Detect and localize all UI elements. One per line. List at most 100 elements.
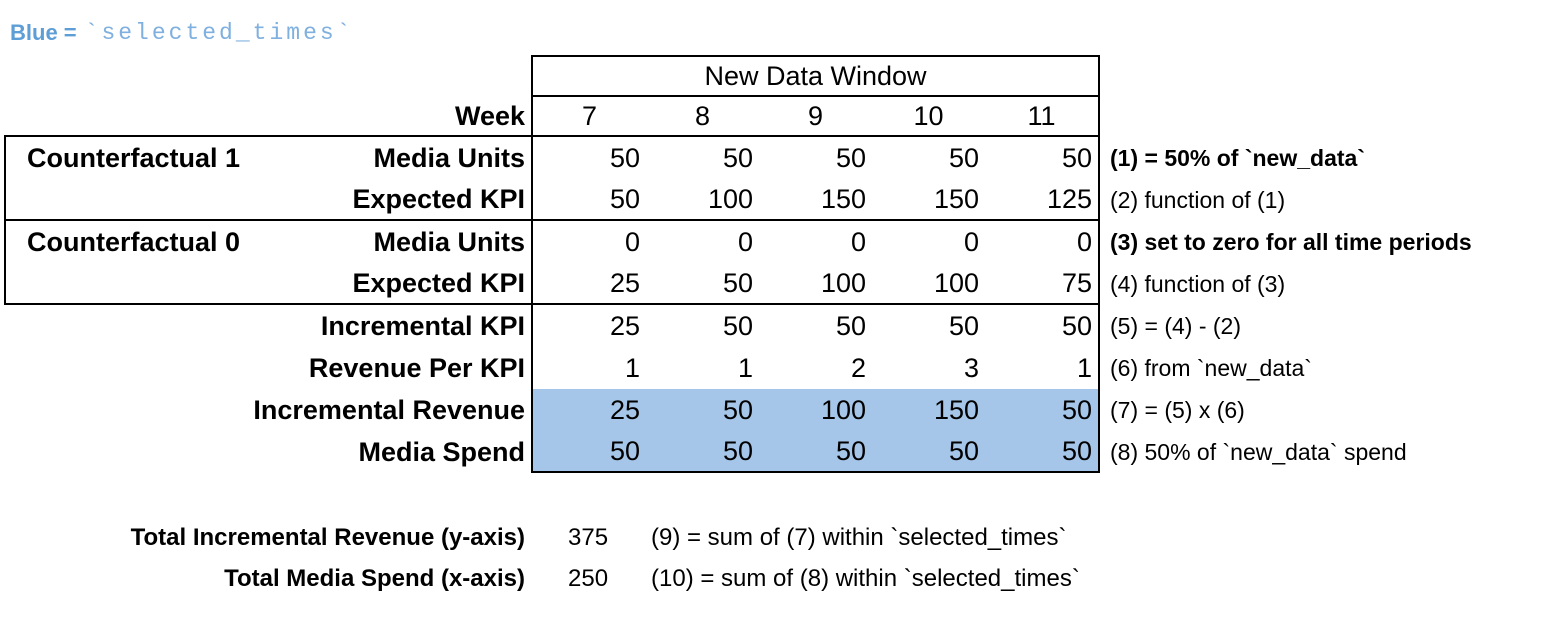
total-media-spend-label: Total Media Spend (x-axis) [224,564,525,592]
week-10: 10 [913,100,944,131]
value-cell: 0 [963,226,979,257]
row-values: 1 1 2 3 1 [531,347,1100,389]
total-incremental-revenue-label: Total Incremental Revenue (y-axis) [130,523,525,551]
value-cell: 25 [609,267,640,298]
value-cell: 50 [609,142,640,173]
value-cell: 1 [624,352,640,383]
value-cell: 75 [1061,267,1092,298]
row-note-3: (3) set to zero for all time periods [1110,228,1472,255]
week-9: 9 [807,100,824,131]
total-media-spend-row: Total Media Spend (x-axis) 250 (10) = su… [0,558,1544,599]
value-cell: 50 [722,394,753,425]
value-cell: 1 [737,352,753,383]
value-cell: 0 [737,226,753,257]
value-cell: 50 [835,435,866,466]
table-row-cf1-expected-kpi: Expected KPI 50 100 150 150 125 (2) func… [4,179,1540,221]
value-cell: 125 [1046,183,1092,214]
value-cell: 50 [1061,142,1092,173]
value-cell: 1 [1076,352,1092,383]
table-row-cf0-media-units: Counterfactual 0 Media Units 0 0 0 0 0 (… [4,221,1540,263]
value-cell: 100 [820,267,866,298]
total-media-spend-value: 250 [568,564,609,592]
total-note-9: (9) = sum of (7) within `selected_times` [651,523,1067,551]
row-label: Media Units [373,142,525,173]
row-label: Media Units [373,226,525,257]
legend-code-selected-times: `selected_times` [84,20,354,46]
row-note-1: (1) = 50% of `new_data` [1110,144,1365,171]
row-label: Expected KPI [352,183,525,214]
value-cell: 50 [1061,435,1092,466]
row-label: Expected KPI [352,267,525,298]
row-label-cell: Counterfactual 1 Media Units [4,137,531,179]
row-values-highlighted: 25 50 100 150 50 [531,389,1100,431]
value-cell: 2 [850,352,866,383]
row-label-cell: Counterfactual 0 Media Units [4,221,531,263]
value-cell: 50 [835,142,866,173]
row-label: Revenue Per KPI [308,352,525,383]
row-values: 50 50 50 50 50 [531,137,1100,179]
table-row-cf1-media-units: Counterfactual 1 Media Units 50 50 50 50… [4,137,1540,179]
row-note-5: (5) = (4) - (2) [1110,312,1241,339]
header-annotation-spacer [1100,55,1540,97]
value-cell: 50 [722,267,753,298]
value-cell: 50 [835,310,866,341]
value-cell: 0 [850,226,866,257]
row-values: 0 0 0 0 0 [531,221,1100,263]
new-data-window-header: New Data Window [531,55,1100,97]
table-row-media-spend: Media Spend 50 50 50 50 50 (8) 50% of `n… [4,431,1540,473]
row-label: Incremental KPI [320,310,525,341]
totals-section: Total Incremental Revenue (y-axis) 375 (… [0,517,1544,599]
legend-label: Blue = [10,20,77,45]
value-cell: 50 [722,435,753,466]
week-11: 11 [1027,100,1056,131]
row-label-cell: Media Spend [4,431,531,473]
total-incremental-revenue-value: 375 [568,523,609,551]
row-label: Incremental Revenue [253,394,525,425]
value-cell: 0 [624,226,640,257]
value-cell: 100 [707,183,753,214]
value-cell: 150 [933,394,979,425]
row-values: 25 50 100 100 75 [531,263,1100,305]
value-cell: 50 [722,142,753,173]
value-cell: 150 [933,183,979,214]
value-cell: 3 [963,352,979,383]
value-cell: 50 [948,310,979,341]
total-note-10: (10) = sum of (8) within `selected_times… [651,564,1080,592]
value-cell: 50 [722,310,753,341]
value-cell: 50 [609,183,640,214]
row-note-7: (7) = (5) x (6) [1110,396,1245,423]
group-label-counterfactual-1: Counterfactual 1 [27,142,241,173]
row-values: 25 50 50 50 50 [531,305,1100,347]
legend-blue-selected-times: Blue = `selected_times` [10,14,353,52]
table-header-row: New Data Window [4,55,1540,97]
table-row-cf0-expected-kpi: Expected KPI 25 50 100 100 75 (4) functi… [4,263,1540,305]
week-numbers: 7 8 9 10 11 [531,97,1100,137]
value-cell: 0 [1076,226,1092,257]
week-8: 8 [694,100,711,131]
week-7: 7 [581,100,598,131]
value-cell: 100 [933,267,979,298]
new-data-window-label: New Data Window [704,60,927,91]
row-label-cell: Revenue Per KPI [4,347,531,389]
value-cell: 50 [948,142,979,173]
row-note-8: (8) 50% of `new_data` spend [1110,438,1407,465]
value-cell: 25 [609,310,640,341]
row-note-2: (2) function of (1) [1110,186,1286,213]
row-values: 50 100 150 150 125 [531,179,1100,221]
value-cell: 50 [948,435,979,466]
row-label-cell: Incremental KPI [4,305,531,347]
value-cell: 150 [820,183,866,214]
counterfactual-table: New Data Window Week 7 8 9 10 11 Counter… [4,55,1540,473]
week-row: Week 7 8 9 10 11 [4,97,1540,137]
table-row-incremental-revenue: Incremental Revenue 25 50 100 150 50 (7)… [4,389,1540,431]
value-cell: 50 [1061,310,1092,341]
value-cell: 100 [820,394,866,425]
header-spacer [4,55,531,97]
value-cell: 50 [1061,394,1092,425]
group-label-counterfactual-0: Counterfactual 0 [27,226,241,257]
table-row-revenue-per-kpi: Revenue Per KPI 1 1 2 3 1 (6) from `new_… [4,347,1540,389]
week-label: Week [4,97,531,137]
total-incremental-revenue-row: Total Incremental Revenue (y-axis) 375 (… [0,517,1544,558]
table-row-incremental-kpi: Incremental KPI 25 50 50 50 50 (5) = (4)… [4,305,1540,347]
row-note-6: (6) from `new_data` [1110,354,1312,381]
